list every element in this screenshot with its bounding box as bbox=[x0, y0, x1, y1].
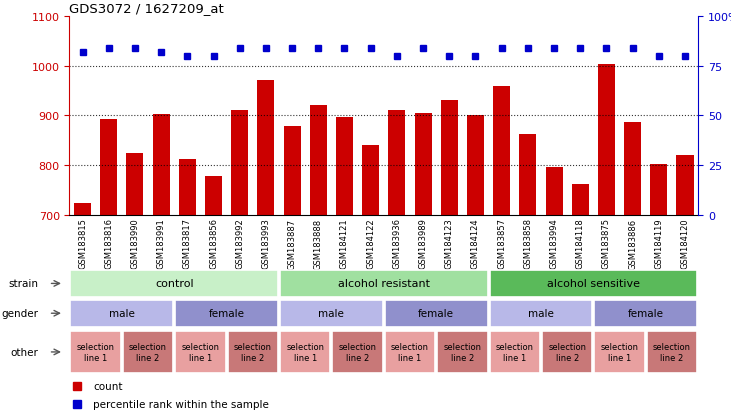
Text: GSM183886: GSM183886 bbox=[628, 218, 637, 269]
Bar bbox=[362, 146, 379, 215]
Bar bbox=[74, 203, 91, 215]
Text: GSM183875: GSM183875 bbox=[602, 218, 611, 269]
Text: GSM183992: GSM183992 bbox=[235, 218, 244, 268]
Bar bbox=[70, 300, 173, 327]
Bar bbox=[647, 331, 697, 373]
Text: selection
line 2: selection line 2 bbox=[234, 342, 272, 362]
Text: control: control bbox=[155, 279, 194, 289]
Text: male: male bbox=[319, 309, 344, 318]
Text: GSM183858: GSM183858 bbox=[523, 218, 532, 269]
Bar bbox=[280, 300, 383, 327]
Text: strain: strain bbox=[8, 279, 38, 289]
Text: GSM183815: GSM183815 bbox=[78, 218, 87, 268]
Text: selection
line 2: selection line 2 bbox=[129, 342, 167, 362]
Text: GSM183991: GSM183991 bbox=[156, 218, 166, 268]
Bar bbox=[175, 300, 278, 327]
Text: GSM183856: GSM183856 bbox=[209, 218, 218, 269]
Bar bbox=[493, 86, 510, 215]
Bar bbox=[676, 156, 694, 215]
Text: GSM183989: GSM183989 bbox=[419, 218, 428, 268]
Bar bbox=[572, 185, 588, 215]
Text: count: count bbox=[94, 381, 123, 391]
Text: selection
line 2: selection line 2 bbox=[444, 342, 481, 362]
Bar bbox=[490, 331, 540, 373]
Text: GSM184124: GSM184124 bbox=[471, 218, 480, 268]
Text: alcohol resistant: alcohol resistant bbox=[338, 279, 430, 289]
Bar bbox=[227, 331, 278, 373]
Text: GSM183857: GSM183857 bbox=[497, 218, 506, 269]
Bar bbox=[231, 111, 249, 215]
Bar bbox=[333, 331, 383, 373]
Text: GSM184120: GSM184120 bbox=[681, 218, 689, 268]
Bar bbox=[414, 114, 431, 215]
Bar bbox=[594, 300, 697, 327]
Text: selection
line 2: selection line 2 bbox=[338, 342, 376, 362]
Text: GDS3072 / 1627209_at: GDS3072 / 1627209_at bbox=[69, 2, 224, 15]
Bar bbox=[123, 331, 173, 373]
Bar bbox=[175, 331, 226, 373]
Text: female: female bbox=[208, 309, 245, 318]
Text: GSM183993: GSM183993 bbox=[262, 218, 270, 268]
Bar bbox=[542, 331, 592, 373]
Text: female: female bbox=[628, 309, 664, 318]
Text: selection
line 1: selection line 1 bbox=[496, 342, 534, 362]
Text: gender: gender bbox=[1, 309, 38, 318]
Bar bbox=[336, 118, 353, 215]
Bar bbox=[205, 177, 222, 215]
Bar bbox=[284, 127, 300, 215]
Text: male: male bbox=[528, 309, 554, 318]
Text: GSM183816: GSM183816 bbox=[105, 218, 113, 269]
Text: GSM183817: GSM183817 bbox=[183, 218, 192, 269]
Bar bbox=[310, 106, 327, 215]
Bar bbox=[70, 271, 278, 297]
Text: GSM184121: GSM184121 bbox=[340, 218, 349, 268]
Text: selection
line 2: selection line 2 bbox=[548, 342, 586, 362]
Bar bbox=[490, 300, 592, 327]
Bar bbox=[594, 331, 645, 373]
Bar bbox=[280, 271, 488, 297]
Text: male: male bbox=[109, 309, 135, 318]
Text: GSM184119: GSM184119 bbox=[654, 218, 663, 268]
Text: GSM184123: GSM184123 bbox=[444, 218, 454, 268]
Bar bbox=[388, 111, 406, 215]
Text: selection
line 1: selection line 1 bbox=[391, 342, 429, 362]
Bar bbox=[257, 81, 274, 215]
Text: alcohol sensitive: alcohol sensitive bbox=[547, 279, 640, 289]
Text: GSM184122: GSM184122 bbox=[366, 218, 375, 268]
Text: selection
line 1: selection line 1 bbox=[181, 342, 219, 362]
Text: female: female bbox=[418, 309, 454, 318]
Bar bbox=[70, 331, 121, 373]
Bar bbox=[545, 168, 563, 215]
Text: selection
line 2: selection line 2 bbox=[653, 342, 691, 362]
Bar bbox=[624, 123, 641, 215]
Bar bbox=[280, 331, 330, 373]
Bar bbox=[153, 114, 170, 215]
Text: selection
line 1: selection line 1 bbox=[77, 342, 115, 362]
Bar bbox=[598, 65, 615, 215]
Text: percentile rank within the sample: percentile rank within the sample bbox=[94, 399, 269, 409]
Bar bbox=[519, 135, 537, 215]
Bar bbox=[490, 271, 697, 297]
Text: selection
line 1: selection line 1 bbox=[287, 342, 324, 362]
Text: GSM184118: GSM184118 bbox=[576, 218, 585, 268]
Bar bbox=[385, 300, 488, 327]
Bar bbox=[100, 119, 117, 215]
Text: selection
line 1: selection line 1 bbox=[601, 342, 638, 362]
Bar bbox=[467, 116, 484, 215]
Bar bbox=[437, 331, 488, 373]
Bar bbox=[385, 331, 435, 373]
Text: other: other bbox=[10, 347, 38, 357]
Text: GSM183888: GSM183888 bbox=[314, 218, 323, 269]
Bar bbox=[179, 159, 196, 215]
Bar bbox=[126, 154, 143, 215]
Text: GSM183887: GSM183887 bbox=[287, 218, 297, 269]
Text: GSM183994: GSM183994 bbox=[550, 218, 558, 268]
Bar bbox=[651, 164, 667, 215]
Text: GSM183936: GSM183936 bbox=[393, 218, 401, 269]
Bar bbox=[441, 101, 458, 215]
Text: GSM183990: GSM183990 bbox=[130, 218, 140, 268]
